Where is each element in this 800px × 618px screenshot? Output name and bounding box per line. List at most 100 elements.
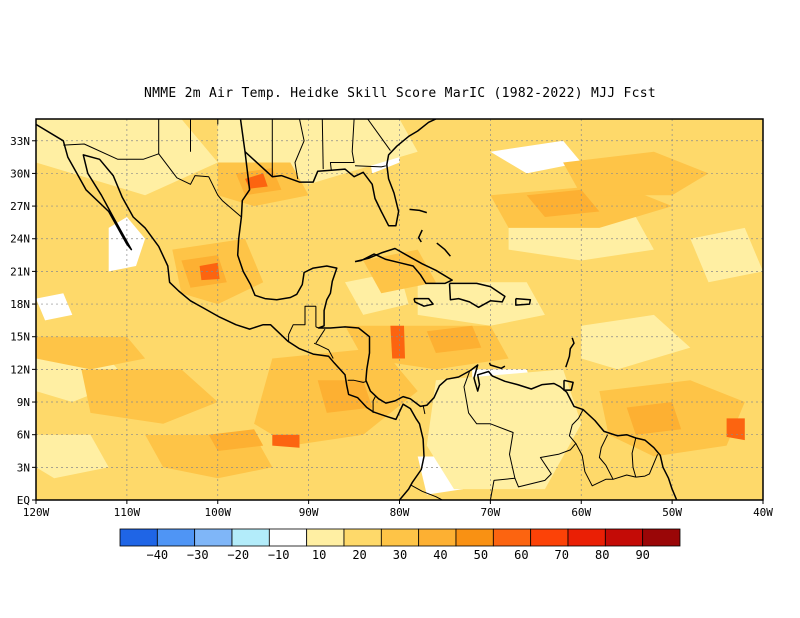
coastline-12	[409, 208, 428, 214]
skill-region-23	[81, 369, 218, 424]
x-tick-label-8: 40W	[753, 506, 773, 519]
colorbar-swatch-8	[418, 528, 457, 547]
colorbar-swatch-9	[455, 528, 494, 547]
border-22	[635, 454, 659, 478]
skill-region-37	[390, 325, 405, 359]
coastline-6	[413, 297, 434, 307]
coastline-0	[36, 123, 425, 500]
colorbar-label-1: −30	[187, 548, 209, 562]
x-tick-label-7: 50W	[662, 506, 682, 519]
colorbar-swatch-6	[343, 528, 382, 547]
skill-region-14	[36, 434, 109, 479]
skill-region-30	[426, 325, 482, 353]
colorbar-label-5: 20	[352, 548, 366, 562]
colorbar-swatch-10	[492, 528, 532, 547]
skill-region-24	[36, 336, 146, 370]
x-tick-label-5: 70W	[480, 506, 500, 519]
y-tick-label-6: 18N	[10, 298, 30, 311]
border-14	[315, 328, 326, 344]
border-24	[463, 477, 515, 500]
y-tick-label-5: 15N	[10, 331, 30, 344]
border-7	[329, 119, 355, 171]
border-19	[575, 443, 614, 487]
x-tick-label-3: 90W	[299, 506, 319, 519]
y-tick-label-0: EQ	[17, 494, 30, 507]
coastline-10	[417, 229, 423, 243]
colorbar-swatch-4	[268, 528, 308, 547]
coastline-7	[563, 379, 574, 391]
border-13	[313, 342, 334, 359]
coastline-4	[448, 282, 506, 309]
coastline-3	[354, 247, 453, 285]
colorbar-label-2: −20	[227, 548, 249, 562]
colorbar-label-4: 10	[312, 548, 326, 562]
x-tick-label-2: 100W	[205, 506, 232, 519]
border-18	[463, 371, 584, 488]
coastline-11	[436, 242, 451, 257]
border-0	[63, 143, 242, 218]
coastline-5	[515, 297, 532, 306]
border-17	[422, 405, 426, 415]
plot-area	[36, 119, 763, 500]
y-tick-label-3: 9N	[17, 396, 30, 409]
colorbar: −40 −30 −20 −10 10 20 30 40 50 60 70 80 90	[119, 528, 681, 562]
border-16	[372, 395, 377, 413]
y-axis-ticks: EQ 3N 6N 9N 12N 15N 18N 21N 24N 27N 30N 33N	[10, 135, 36, 507]
colorbar-label-7: 40	[433, 548, 447, 562]
colorbar-label-8: 50	[474, 548, 488, 562]
skill-region-10	[36, 358, 127, 402]
gridlines	[36, 119, 763, 500]
colorbar-swatch-13	[604, 528, 644, 547]
x-tick-label-1: 110W	[114, 506, 141, 519]
colorbar-label-9: 60	[514, 548, 528, 562]
colorbar-label-10: 70	[555, 548, 569, 562]
map-title: NMME 2m Air Temp. Heidke Skill Score Mar…	[144, 86, 656, 101]
x-tick-label-6: 60W	[571, 506, 591, 519]
colorbar-label-0: −40	[146, 548, 168, 562]
border-15	[347, 379, 367, 383]
skill-region-32	[626, 402, 682, 435]
skill-region-7	[36, 119, 218, 196]
political-borders	[63, 119, 659, 500]
border-9	[367, 119, 391, 151]
border-8	[354, 165, 387, 168]
skill-region-38	[726, 418, 745, 441]
colorbar-swatch-1	[156, 528, 196, 547]
colorbar-swatch-5	[306, 528, 345, 547]
coastline-9	[565, 337, 575, 368]
x-tick-label-4: 80W	[390, 506, 410, 519]
colorbar-label-3: −10	[268, 548, 290, 562]
skill-region-36	[199, 262, 220, 281]
y-tick-label-11: 33N	[10, 135, 30, 148]
colorbar-swatch-12	[567, 528, 606, 547]
coastlines	[36, 119, 678, 500]
colorbar-swatch-0	[119, 528, 158, 547]
x-axis-ticks: 120W 110W 100W 90W 80W 70W 60W 50W 40W	[23, 500, 773, 519]
coastline-8	[488, 362, 506, 370]
colorbar-swatch-2	[194, 528, 233, 547]
border-21	[631, 437, 637, 478]
skill-region-4	[36, 293, 73, 321]
skill-region-31	[317, 380, 373, 413]
skill-region-5	[490, 140, 582, 174]
colorbar-label-11: 80	[595, 548, 609, 562]
colorbar-swatch-11	[530, 528, 569, 547]
border-6	[321, 119, 324, 170]
coastline-2	[244, 119, 437, 227]
border-23	[410, 484, 443, 500]
colorbar-label-6: 30	[393, 548, 407, 562]
border-20	[598, 434, 636, 480]
colorbar-swatch-3	[231, 528, 270, 547]
skill-region-15	[690, 227, 763, 283]
border-10	[288, 305, 316, 343]
y-tick-label-10: 30N	[10, 167, 30, 180]
y-tick-label-9: 27N	[10, 200, 30, 213]
border-12	[315, 326, 319, 329]
colorbar-label-12: 90	[635, 548, 649, 562]
colorbar-swatch-7	[380, 528, 420, 547]
y-tick-label-7: 21N	[10, 265, 30, 278]
skill-region-39	[272, 434, 300, 448]
x-tick-label-0: 120W	[23, 506, 50, 519]
colorbar-swatch-14	[642, 528, 681, 547]
skill-region-35	[245, 173, 268, 189]
